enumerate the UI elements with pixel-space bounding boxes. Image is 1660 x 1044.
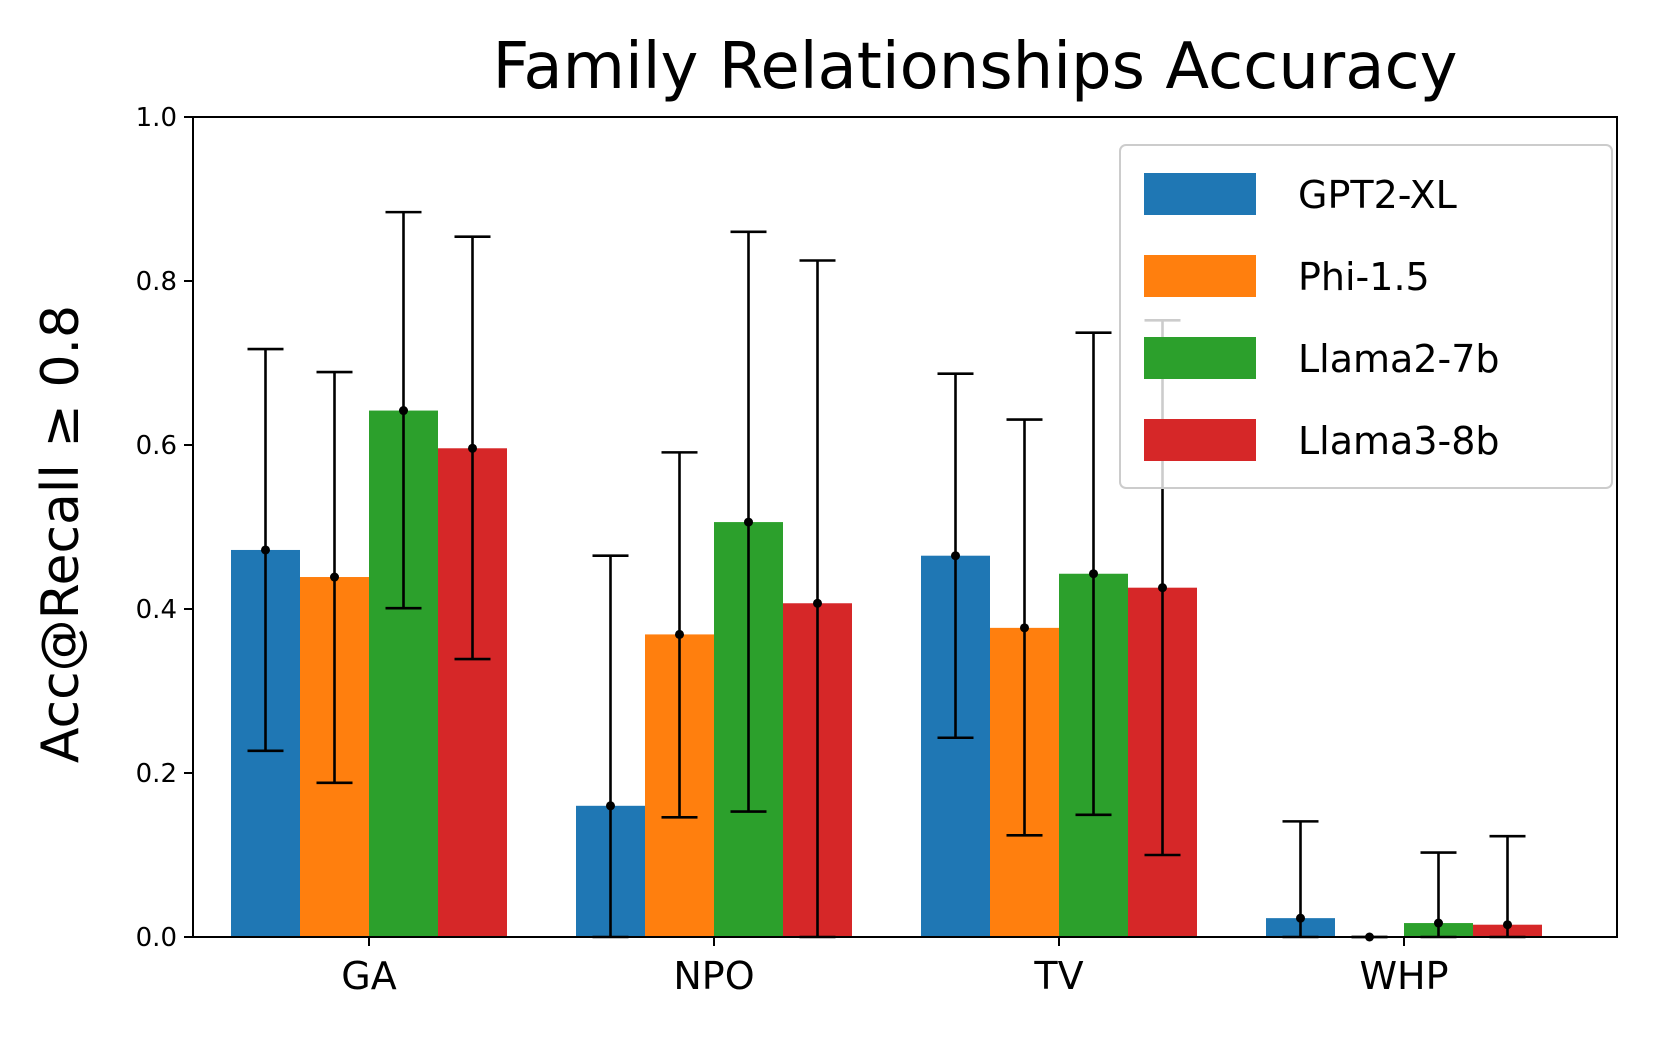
legend-label: Llama2-7b xyxy=(1298,337,1500,381)
chart-title: Family Relationships Accuracy xyxy=(492,30,1457,104)
legend: GPT2-XL Phi-1.5 Llama2-7b Llama3-8b xyxy=(1119,144,1613,489)
mean-marker xyxy=(261,545,270,555)
legend-label: Phi-1.5 xyxy=(1298,255,1430,299)
mean-marker xyxy=(1158,583,1167,593)
bars-layer xyxy=(231,410,1542,937)
mean-marker xyxy=(1089,569,1098,579)
y-tick-label: 0.4 xyxy=(136,595,177,625)
y-axis-label: Acc@Recall ≥ 0.8 xyxy=(31,305,91,763)
legend-swatch xyxy=(1144,337,1256,379)
mean-marker xyxy=(606,801,615,811)
legend-swatch xyxy=(1144,173,1256,215)
mean-marker xyxy=(1434,918,1443,928)
y-tick-label: 0.8 xyxy=(136,267,177,297)
y-tick-label: 0.2 xyxy=(136,759,177,789)
legend-label: GPT2-XL xyxy=(1298,173,1457,217)
mean-marker xyxy=(330,572,339,582)
x-tick-label: NPO xyxy=(673,954,754,998)
legend-label: Llama3-8b xyxy=(1298,419,1500,463)
mean-marker xyxy=(1503,920,1512,930)
mean-marker xyxy=(399,406,408,416)
mean-marker xyxy=(1296,913,1305,923)
plot-frame xyxy=(192,116,1618,938)
mean-marker xyxy=(675,629,684,639)
legend-box xyxy=(1119,144,1613,489)
y-tick-label: 0.6 xyxy=(136,431,177,461)
legend-swatch xyxy=(1144,255,1256,297)
mean-marker xyxy=(744,517,753,527)
legend-swatch xyxy=(1144,419,1256,461)
y-tick-label: 1.0 xyxy=(136,103,177,133)
x-tick-label: GA xyxy=(341,954,396,998)
x-tick-label: TV xyxy=(1033,954,1083,998)
mean-marker xyxy=(468,443,477,453)
x-tick-label: WHP xyxy=(1359,954,1448,998)
mean-marker xyxy=(1020,623,1029,633)
y-tick-label: 0.0 xyxy=(136,923,177,953)
mean-marker xyxy=(813,598,822,608)
mean-marker xyxy=(951,551,960,561)
axes-layer: 0.0 0.2 0.4 0.6 0.8 1.0 GA NPO TV WHP xyxy=(136,103,1618,998)
